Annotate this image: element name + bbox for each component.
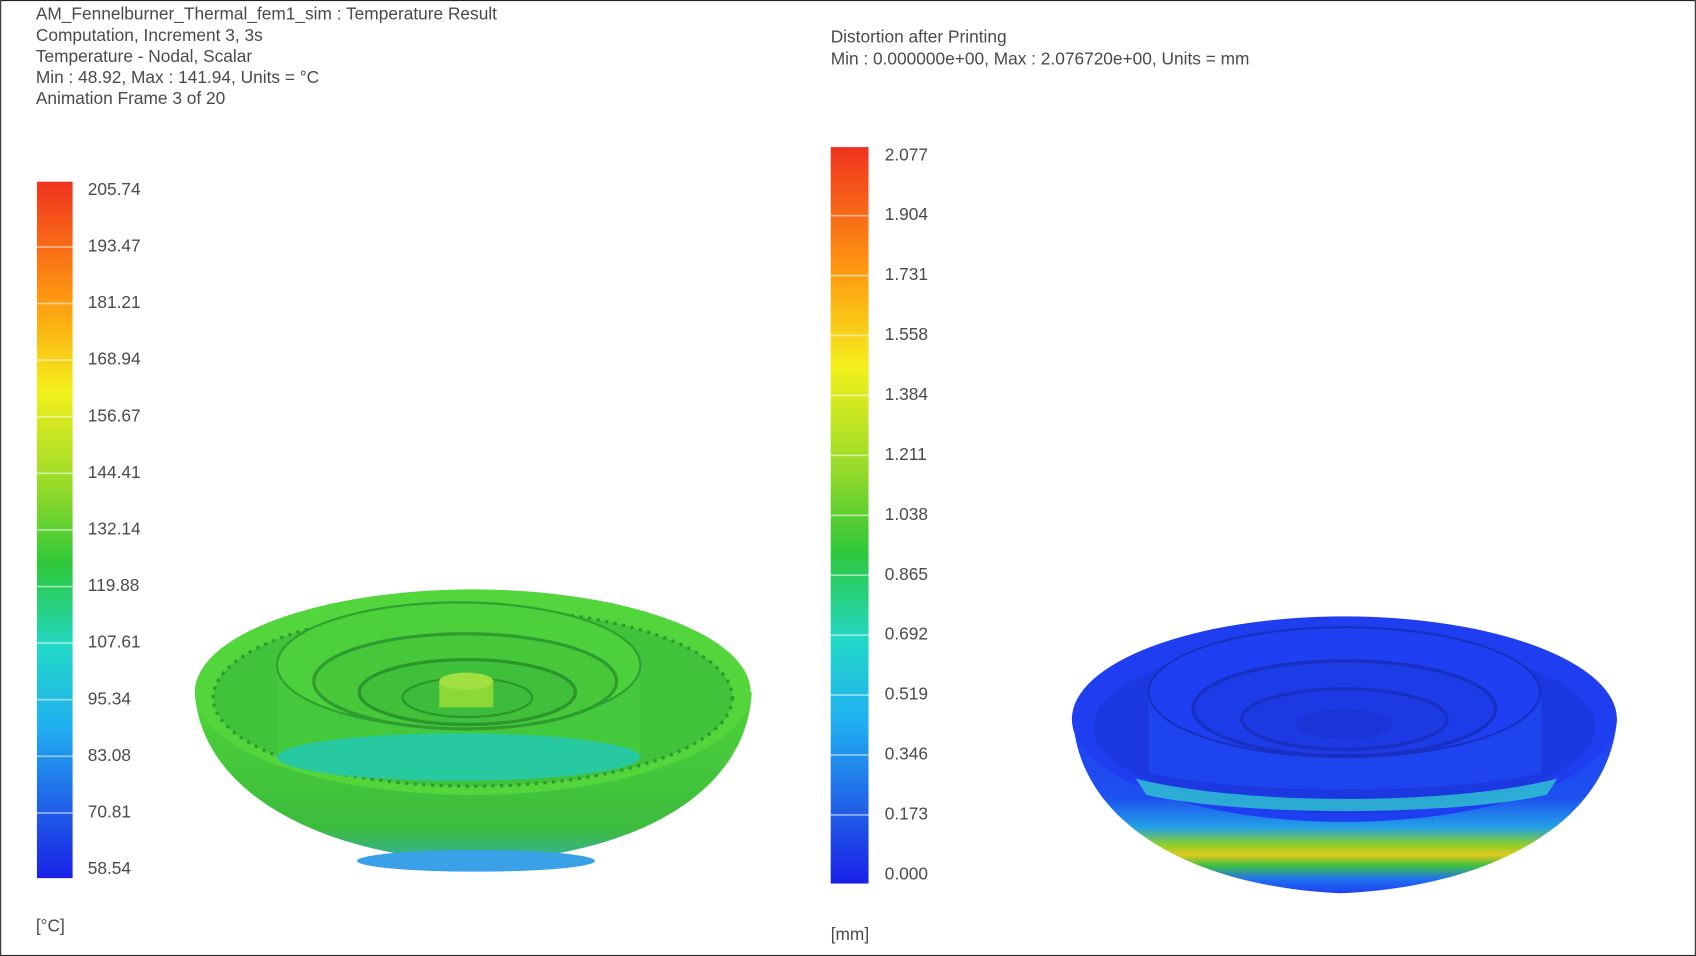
legend-unit: [°C] (36, 915, 65, 935)
legend-label: 95.34 (88, 688, 132, 708)
legend-label: 205.74 (88, 179, 141, 199)
legend-label: 168.94 (88, 349, 141, 369)
header-line: AM_Fennelburner_Thermal_fem1_sim : Tempe… (36, 4, 497, 24)
legend-label: 119.88 (88, 575, 140, 595)
legend-label: 83.08 (88, 745, 131, 765)
legend-label: 0.346 (885, 744, 928, 764)
legend-label: 0.173 (885, 804, 928, 824)
header-line: Animation Frame 3 of 20 (36, 88, 225, 108)
legend-label: 193.47 (88, 235, 141, 255)
legend-label: 1.038 (885, 504, 928, 524)
header-line: Distortion after Printing (831, 26, 1007, 46)
legend-label: 1.211 (885, 444, 927, 464)
legend-unit: [mm] (831, 924, 869, 944)
legend-label: 156.67 (88, 405, 141, 425)
header-line: Temperature - Nodal, Scalar (36, 46, 253, 66)
header-line: Computation, Increment 3, 3s (36, 25, 263, 45)
header-line: Min : 0.000000e+00, Max : 2.076720e+00, … (831, 49, 1250, 69)
legend-label: 0.692 (885, 624, 928, 644)
distortion-model (1072, 616, 1617, 893)
legend-label: 1.384 (885, 384, 929, 404)
page: AM_Fennelburner_Thermal_fem1_sim : Tempe… (0, 0, 1696, 956)
legend-label: 1.904 (885, 204, 929, 224)
legend-label: 0.519 (885, 684, 928, 704)
legend-label: 107.61 (88, 632, 141, 652)
legend-label: 58.54 (88, 858, 132, 878)
header-line: Min : 48.92, Max : 141.94, Units = °C (36, 67, 319, 87)
result-viewer: AM_Fennelburner_Thermal_fem1_sim : Tempe… (0, 0, 1696, 956)
legend-label: 2.077 (885, 144, 928, 164)
legend-label: 1.558 (885, 324, 928, 344)
legend-label: 144.41 (88, 462, 141, 482)
legend-label: 0.000 (885, 863, 928, 883)
legend-label: 1.731 (885, 264, 928, 284)
legend-label: 0.865 (885, 564, 928, 584)
temperature-model (195, 589, 752, 871)
legend-label: 132.14 (88, 518, 141, 538)
legend-label: 70.81 (88, 801, 131, 821)
legend-label: 181.21 (88, 292, 141, 312)
